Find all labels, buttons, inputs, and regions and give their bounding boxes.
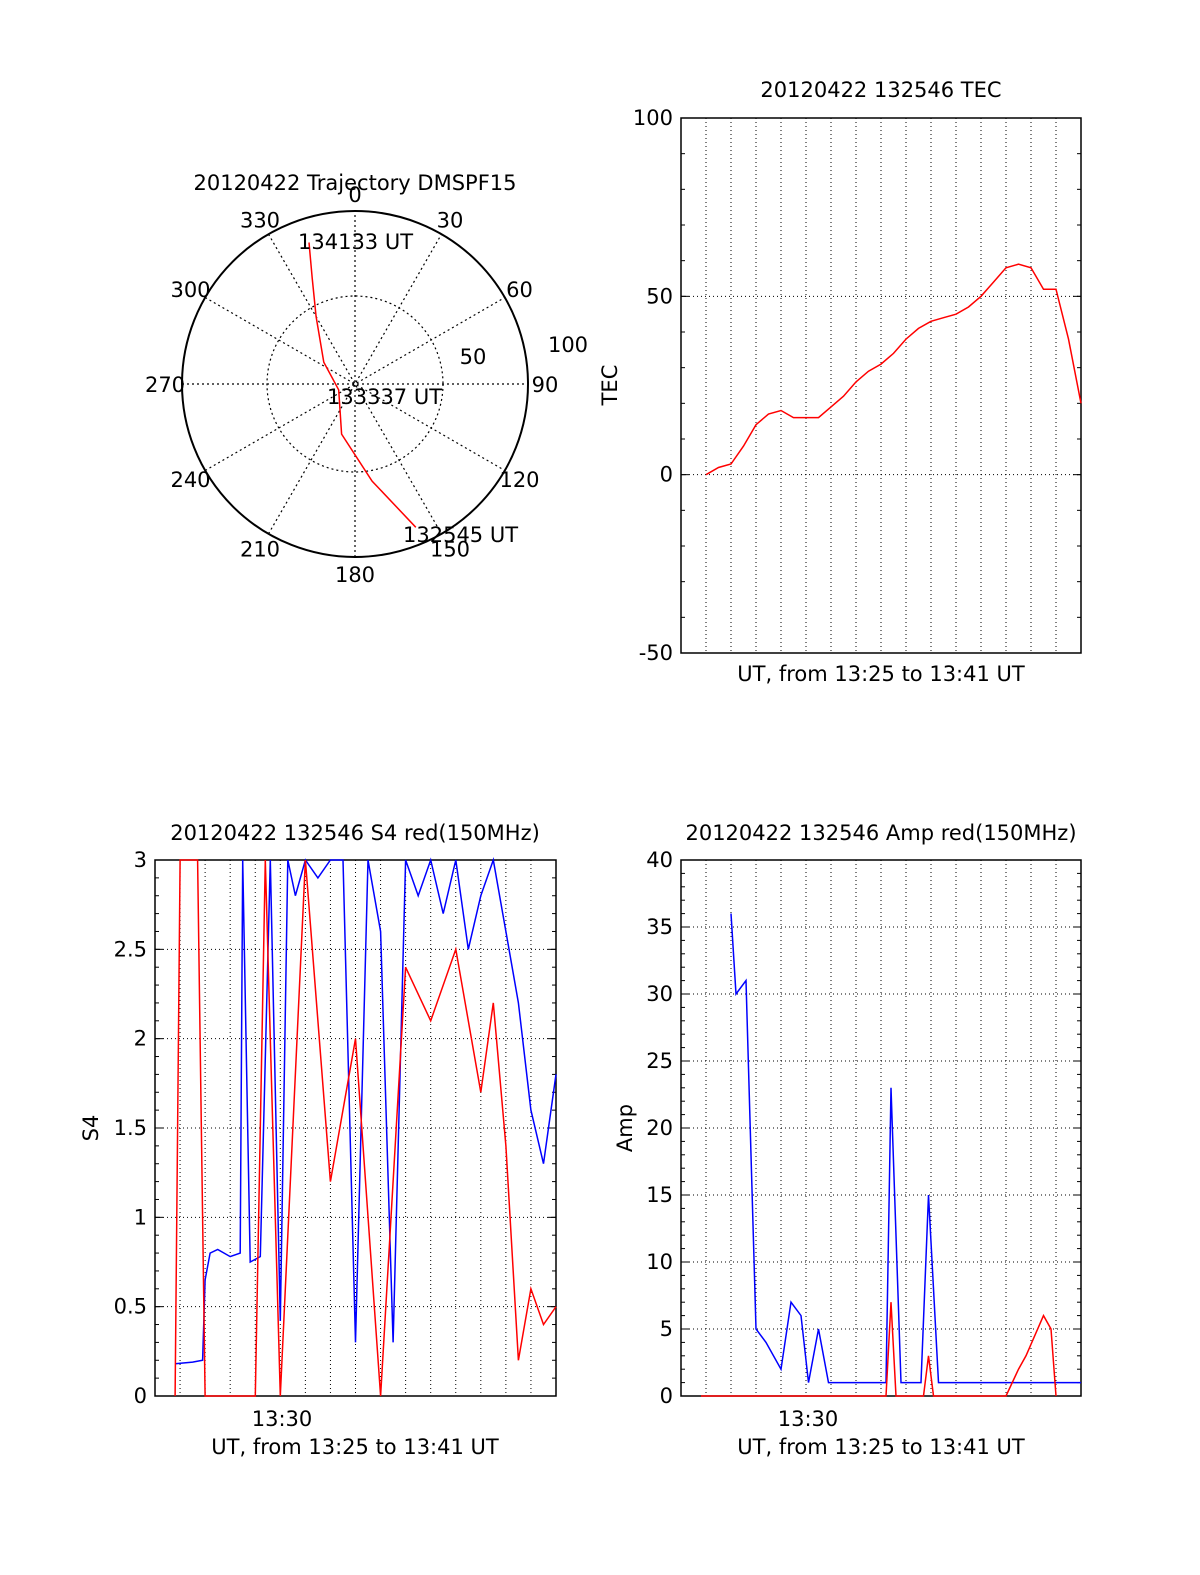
tec-series-line-0 [705, 263, 1082, 476]
tec-ylabel: TEC [598, 365, 622, 407]
angle-label-330: 330 [240, 209, 280, 233]
angle-label-120: 120 [499, 468, 539, 492]
s4-ytick-label: 0 [134, 1384, 147, 1408]
radius-label-50: 50 [460, 345, 487, 369]
amp-xlabel: UT, from 13:25 to 13:41 UT [737, 1435, 1025, 1459]
angle-label-150: 150 [430, 538, 470, 562]
tec-title: 20120422 132546 TEC [760, 78, 1001, 102]
s4-axes: 0 0.5 1 1.5 2 2.5 3 [114, 848, 557, 1408]
tec-xlabel: UT, from 13:25 to 13:41 UT [737, 662, 1025, 686]
amp-axes: 0 5 10 15 20 25 30 35 40 [646, 848, 1082, 1408]
angle-label-0: 0 [348, 183, 361, 207]
tec-ytick-label: 100 [633, 106, 673, 130]
trajectory-line [308, 242, 417, 528]
amp-plot: 20120422 132546 Amp red(150MHz) 0 5 10 15 20… [613, 821, 1082, 1459]
angle-label-90: 90 [532, 373, 559, 397]
amp-series-line-0 [730, 913, 1081, 1384]
angle-label-180: 180 [335, 563, 375, 587]
amp-ytick-label: 15 [646, 1183, 673, 1207]
angle-label-300: 300 [170, 278, 210, 302]
tec-ytick-label: 50 [646, 284, 673, 308]
angle-label-270: 270 [145, 373, 185, 397]
s4-plot: 20120422 132546 S4 red(150MHz) 0 0.5 1 1.5 2… [79, 821, 557, 1459]
polar-grid [181, 210, 529, 558]
angle-label-210: 210 [240, 538, 280, 562]
s4-xlabel: UT, from 13:25 to 13:41 UT [211, 1435, 499, 1459]
s4-ylabel: S4 [79, 1115, 103, 1142]
s4-ytick-label: 1 [134, 1205, 147, 1229]
s4-series-line-0 [175, 857, 557, 1365]
tec-axes: -50 0 50 100 [633, 106, 1082, 665]
amp-ytick-label: 30 [646, 982, 673, 1006]
annotation-end-time: 134133 UT [298, 230, 413, 254]
angle-label-30: 30 [437, 209, 464, 233]
angle-label-60: 60 [506, 278, 533, 302]
angle-label-240: 240 [170, 468, 210, 492]
s4-series [174, 857, 557, 1397]
s4-ytick-label: 1.5 [114, 1116, 147, 1140]
tec-ytick-label: -50 [639, 641, 673, 665]
s4-xtick-label: 13:30 [252, 1407, 313, 1431]
s4-ytick-label: 2 [134, 1027, 147, 1051]
trajectory-plot: 20120422 Trajectory DMSPF15 0 30 60 90 120 15… [145, 171, 588, 587]
radius-label-100: 100 [548, 333, 588, 357]
polar-angle-labels: 0 30 60 90 120 150 180 210 240 270 300 330 [145, 183, 558, 587]
amp-series-line-1 [701, 1302, 1057, 1397]
amp-ytick-label: 40 [646, 848, 673, 872]
s4-frame [154, 859, 557, 1397]
s4-title: 20120422 132546 S4 red(150MHz) [170, 821, 540, 845]
s4-ytick-label: 0.5 [114, 1295, 147, 1319]
amp-ytick-label: 35 [646, 915, 673, 939]
trajectory-title: 20120422 Trajectory DMSPF15 [193, 171, 516, 195]
amp-series [701, 913, 1081, 1397]
annotation-start-time: 132545 UT [403, 523, 518, 547]
amp-title: 20120422 132546 Amp red(150MHz) [685, 821, 1076, 845]
amp-ytick-label: 5 [660, 1317, 673, 1341]
amp-ytick-label: 20 [646, 1116, 673, 1140]
amp-ytick-label: 10 [646, 1250, 673, 1274]
s4-series-line-1 [174, 859, 557, 1397]
s4-ytick-label: 3 [134, 848, 147, 872]
amp-ytick-label: 25 [646, 1049, 673, 1073]
tec-plot: 20120422 132546 TEC -50 0 50 100 UT, from 1… [598, 78, 1082, 686]
amp-xtick-label: 13:30 [778, 1407, 839, 1431]
amp-ytick-label: 0 [660, 1384, 673, 1408]
annotation-mid-time: 133337 UT [327, 385, 442, 409]
tec-frame [680, 117, 1082, 654]
tec-series [705, 263, 1082, 476]
s4-ytick-label: 2.5 [114, 937, 147, 961]
tec-ytick-label: 0 [660, 463, 673, 487]
amp-ylabel: Amp [613, 1104, 637, 1152]
